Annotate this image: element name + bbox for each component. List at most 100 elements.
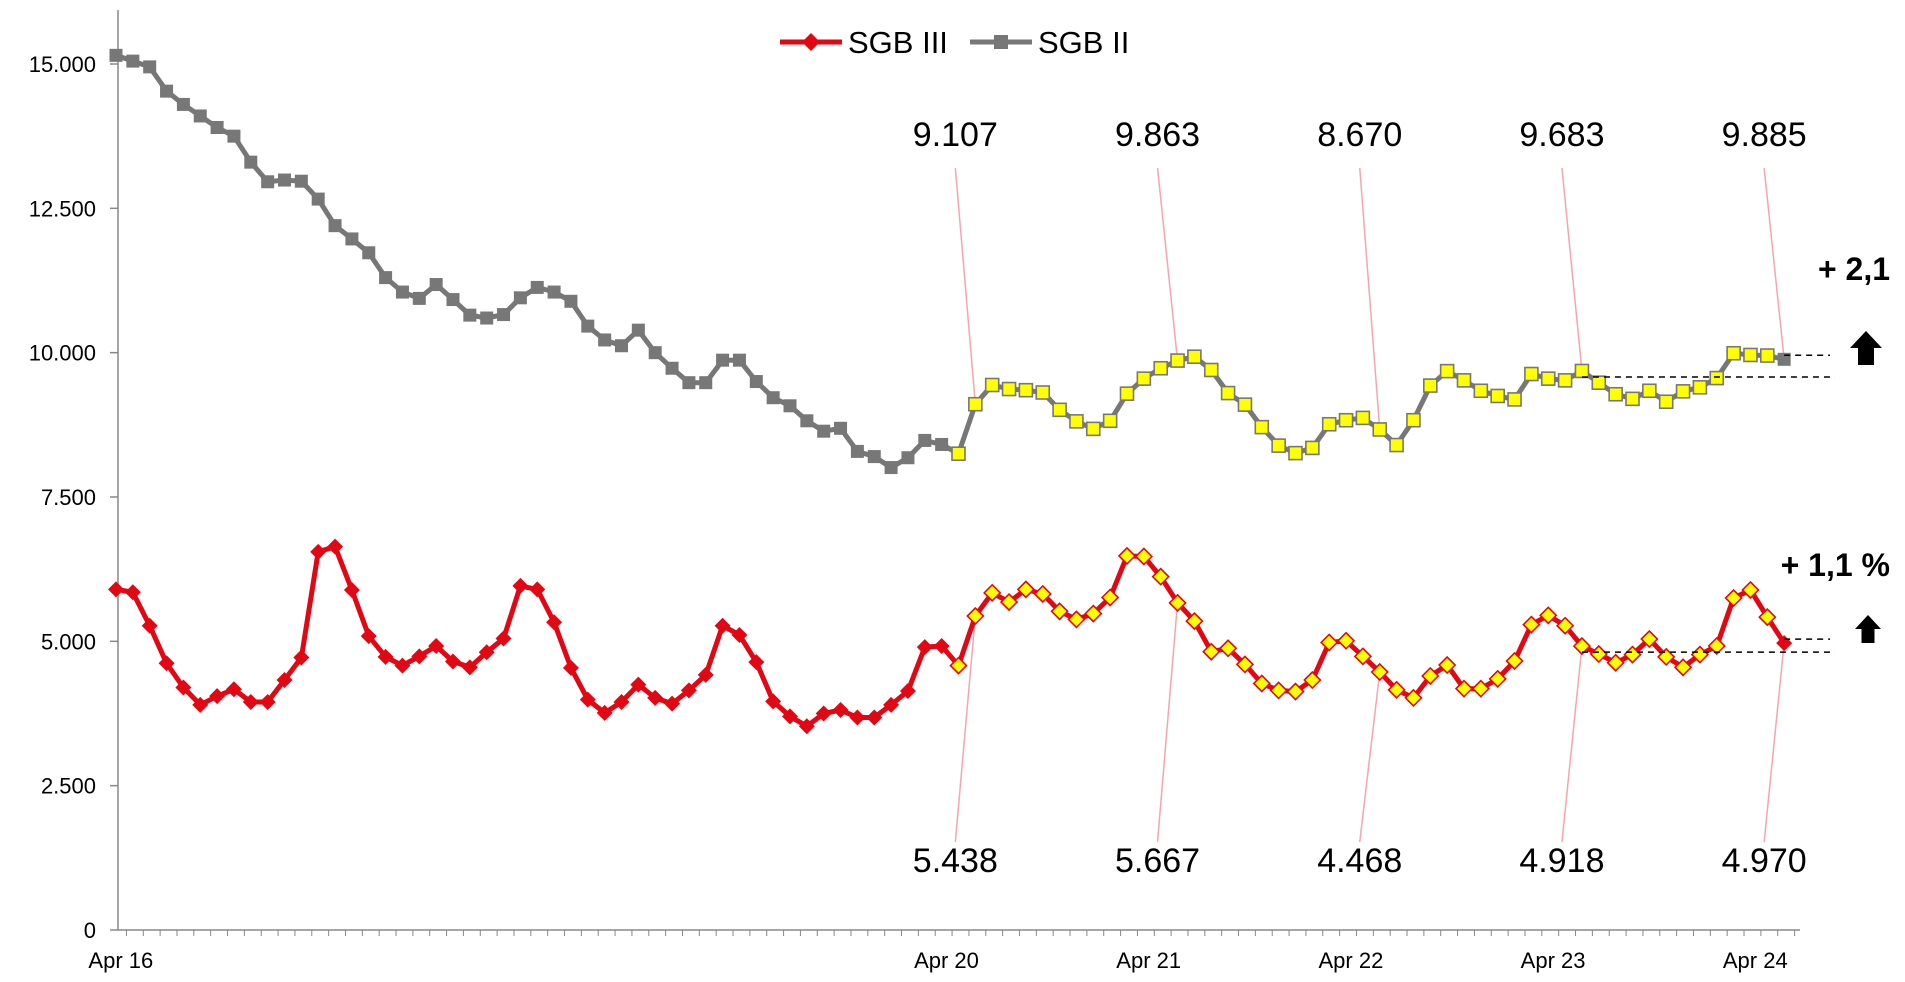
x-tick-label: Apr 20	[914, 948, 979, 973]
data-point	[748, 654, 765, 671]
data-point	[782, 708, 798, 725]
data-point	[1102, 413, 1118, 429]
data-point	[175, 679, 192, 696]
data-point	[613, 693, 630, 710]
data-point	[1220, 385, 1236, 401]
data-point	[1101, 588, 1120, 607]
data-point	[716, 353, 730, 367]
callout-leader	[1763, 642, 1785, 843]
data-point	[446, 293, 460, 307]
data-point	[480, 311, 494, 325]
callout-leader	[954, 167, 977, 405]
data-point	[1574, 363, 1590, 379]
data-point	[1355, 410, 1371, 426]
data-point	[1539, 606, 1558, 625]
data-point	[345, 232, 359, 246]
data-point	[1591, 375, 1607, 390]
callout-leader	[954, 615, 977, 843]
data-point	[343, 581, 360, 598]
data-point	[1557, 373, 1573, 388]
y-tick-label: 7.500	[41, 485, 96, 510]
data-point	[1303, 670, 1322, 690]
data-point	[999, 592, 1019, 612]
data-point	[1423, 378, 1438, 393]
data-point	[699, 376, 713, 390]
data-point	[1035, 385, 1051, 400]
data-point	[428, 637, 445, 654]
data-point	[377, 648, 394, 665]
data-point	[1675, 384, 1691, 399]
data-point	[209, 688, 226, 705]
callout-label: 4.918	[1519, 842, 1604, 880]
data-point	[1305, 440, 1320, 456]
data-point	[783, 399, 797, 413]
data-point	[697, 666, 714, 683]
data-point	[648, 346, 662, 360]
data-point	[647, 689, 664, 706]
data-point	[1067, 610, 1086, 629]
data-point	[124, 584, 141, 601]
data-point	[497, 308, 511, 322]
data-point	[108, 581, 124, 598]
data-point	[1001, 381, 1017, 397]
data-point	[109, 48, 123, 62]
data-point	[395, 285, 409, 299]
data-point	[529, 581, 546, 598]
data-point	[242, 693, 259, 710]
data-point	[461, 659, 478, 676]
data-point	[918, 433, 932, 447]
data-point	[379, 271, 393, 285]
up-arrow-icon	[1850, 331, 1882, 365]
data-point	[1069, 414, 1084, 429]
data-point	[512, 577, 529, 594]
data-point	[984, 377, 1000, 393]
data-point	[362, 246, 376, 260]
data-point	[1473, 383, 1489, 399]
data-point	[1760, 348, 1775, 363]
legend-label: SGB II	[1038, 25, 1129, 60]
y-tick-label: 15.000	[29, 52, 96, 77]
data-point	[579, 691, 596, 708]
data-point	[983, 583, 1002, 602]
data-point	[1269, 681, 1288, 700]
data-point	[562, 659, 579, 676]
data-point	[615, 339, 628, 353]
data-point	[1033, 584, 1052, 604]
data-point	[1338, 412, 1354, 428]
callout-label: 5.667	[1115, 842, 1200, 880]
data-point	[278, 173, 291, 187]
series-sgb-ii	[109, 48, 1791, 475]
callout-label: 9.683	[1519, 116, 1604, 154]
data-point	[766, 391, 780, 405]
data-point	[951, 446, 966, 462]
data-point	[225, 681, 242, 698]
data-point	[1555, 616, 1575, 635]
data-point	[1086, 421, 1101, 437]
data-point	[513, 291, 527, 305]
data-point	[1488, 669, 1507, 688]
data-point	[1404, 688, 1423, 708]
data-point	[680, 682, 697, 699]
data-point	[1572, 636, 1592, 656]
data-point	[1052, 402, 1067, 418]
data-point	[193, 109, 207, 123]
data-point	[1524, 366, 1539, 382]
callout-leader	[1561, 167, 1583, 372]
data-point	[899, 682, 916, 699]
data-point	[866, 709, 883, 726]
data-point	[1016, 580, 1036, 599]
data-point	[1507, 392, 1522, 407]
data-point	[411, 648, 428, 665]
data-point	[564, 294, 578, 308]
data-point	[1202, 642, 1221, 661]
data-point	[394, 657, 411, 674]
axes: 0 2.500 5.000 7.500 10.000 12.500 15.000 Apr 16…	[29, 10, 1800, 973]
data-point	[294, 174, 308, 188]
data-point	[1608, 386, 1623, 402]
data-point	[259, 693, 276, 710]
data-point	[1134, 547, 1153, 566]
legend-marker	[994, 35, 1008, 49]
data-point	[800, 414, 814, 428]
data-point	[884, 461, 898, 475]
